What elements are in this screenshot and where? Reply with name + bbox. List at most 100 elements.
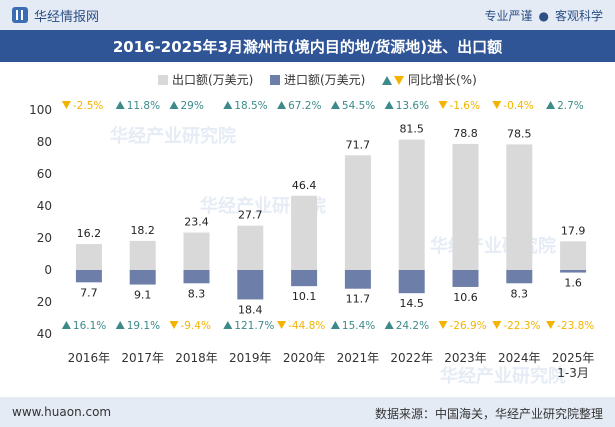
growth-up-arrow-icon (546, 101, 556, 109)
import-value-label: 11.7 (346, 293, 371, 306)
export-bar (506, 144, 533, 270)
y-tick-label: 0 (44, 263, 52, 277)
export-value-label: 78.8 (453, 127, 478, 140)
export-value-label: 23.4 (184, 216, 209, 229)
export-growth-label: -1.6% (450, 100, 480, 112)
export-value-label: 27.7 (238, 209, 263, 222)
import-value-label: 10.6 (453, 291, 478, 304)
export-growth-label: -0.4% (503, 100, 533, 112)
import-bar (291, 270, 318, 287)
tagline-left: 专业严谨 (484, 9, 533, 23)
legend-label-growth: 同比增长(%) (408, 73, 477, 87)
legend: 出口额(万美元) 进口额(万美元) 同比增长(%) (158, 73, 477, 87)
growth-up-arrow-icon (277, 101, 287, 109)
y-tick-label: 40 (37, 199, 52, 213)
x-tick-label: 2024年 (498, 351, 541, 365)
growth-up-arrow-icon (115, 321, 125, 329)
import-growth-label: 16.1% (73, 320, 106, 332)
export-growth-label: 54.5% (342, 100, 375, 112)
x-tick-label: 2019年 (229, 351, 272, 365)
import-value-label: 8.3 (511, 287, 529, 300)
chart-title: 2016-2025年3月滁州市(境内目的地/货源地)进、出口额 (112, 37, 503, 56)
import-value-label: 14.5 (399, 297, 424, 310)
import-bar (237, 270, 264, 300)
import-value-label: 10.1 (292, 290, 317, 303)
export-bar (129, 240, 156, 270)
y-tick-label: 60 (37, 167, 52, 181)
y-tick-label: 20 (37, 231, 52, 245)
import-growth-label: 121.7% (234, 320, 274, 332)
export-bar (291, 195, 318, 270)
y-tick-label: 80 (37, 135, 52, 149)
export-growth-label: 2.7% (557, 100, 584, 112)
export-bar (452, 143, 479, 270)
growth-down-arrow-icon (61, 101, 71, 109)
export-bar (398, 139, 425, 270)
legend-swatch-import (270, 75, 280, 85)
footer-site-link[interactable]: www.huaon.com (12, 405, 112, 419)
growth-down-arrow-icon (438, 101, 448, 109)
logo-icon (12, 7, 28, 23)
x-tick-label: 2023年 (444, 351, 487, 365)
export-bar (560, 241, 587, 270)
x-tick-label: 2021年 (337, 351, 380, 365)
export-value-label: 46.4 (292, 179, 317, 192)
growth-up-arrow-icon (330, 101, 340, 109)
export-bar (75, 244, 102, 270)
legend-down-arrow-icon (394, 76, 404, 85)
export-bar (183, 232, 210, 270)
export-bar (344, 155, 371, 270)
growth-down-arrow-icon (169, 321, 179, 329)
export-value-label: 81.5 (399, 123, 424, 136)
import-value-label: 18.4 (238, 303, 263, 316)
import-growth-label: -23.8% (557, 320, 594, 332)
import-bar (75, 270, 102, 283)
x-tick-label: 1-3月 (557, 366, 589, 380)
import-value-label: 9.1 (134, 289, 152, 302)
footer-bar: www.huaon.com 数据来源：中国海关，华经产业研究院整理 (0, 397, 615, 427)
growth-up-arrow-icon (330, 321, 340, 329)
growth-up-arrow-icon (223, 101, 233, 109)
tagline: 专业严谨 ● 客观科学 (484, 7, 603, 24)
y-tick-label: 20 (37, 295, 52, 309)
legend-label-import: 进口额(万美元) (284, 73, 365, 87)
tagline-separator: ● (538, 8, 549, 23)
brand[interactable]: 华经情报网 (12, 6, 99, 25)
export-bar (237, 225, 264, 270)
growth-up-arrow-icon (384, 101, 394, 109)
export-value-label: 16.2 (77, 227, 102, 240)
export-value-label: 78.5 (507, 127, 532, 140)
export-value-label: 17.9 (561, 224, 586, 237)
import-growth-label: 15.4% (342, 320, 375, 332)
export-value-label: 71.7 (346, 138, 371, 151)
import-bar (452, 270, 479, 287)
import-value-label: 1.6 (564, 277, 582, 290)
chart-title-bar: 2016-2025年3月滁州市(境内目的地/货源地)进、出口额 (0, 30, 615, 62)
import-bar (560, 270, 587, 273)
import-value-label: 7.7 (80, 286, 98, 299)
growth-up-arrow-icon (384, 321, 394, 329)
growth-down-arrow-icon (492, 101, 502, 109)
legend-up-arrow-icon (382, 76, 392, 85)
growth-up-arrow-icon (169, 101, 179, 109)
growth-down-arrow-icon (492, 321, 502, 329)
watermark-text: 华经产业研究院 (440, 365, 566, 387)
export-growth-label: 18.5% (234, 100, 267, 112)
import-bar (183, 270, 210, 284)
import-growth-label: 19.1% (127, 320, 160, 332)
growth-down-arrow-icon (546, 321, 556, 329)
import-growth-label: -9.4% (181, 320, 211, 332)
import-growth-label: -44.8% (288, 320, 325, 332)
x-tick-label: 2022年 (390, 351, 433, 365)
import-bar (506, 270, 533, 284)
tagline-right: 客观科学 (554, 9, 603, 23)
import-growth-label: -22.3% (503, 320, 540, 332)
export-growth-label: 67.2% (288, 100, 321, 112)
export-growth-label: 11.8% (127, 100, 160, 112)
export-value-label: 18.2 (130, 224, 155, 237)
x-tick-label: 2025年 (552, 351, 595, 365)
growth-up-arrow-icon (61, 321, 71, 329)
legend-swatch-export (158, 75, 168, 85)
